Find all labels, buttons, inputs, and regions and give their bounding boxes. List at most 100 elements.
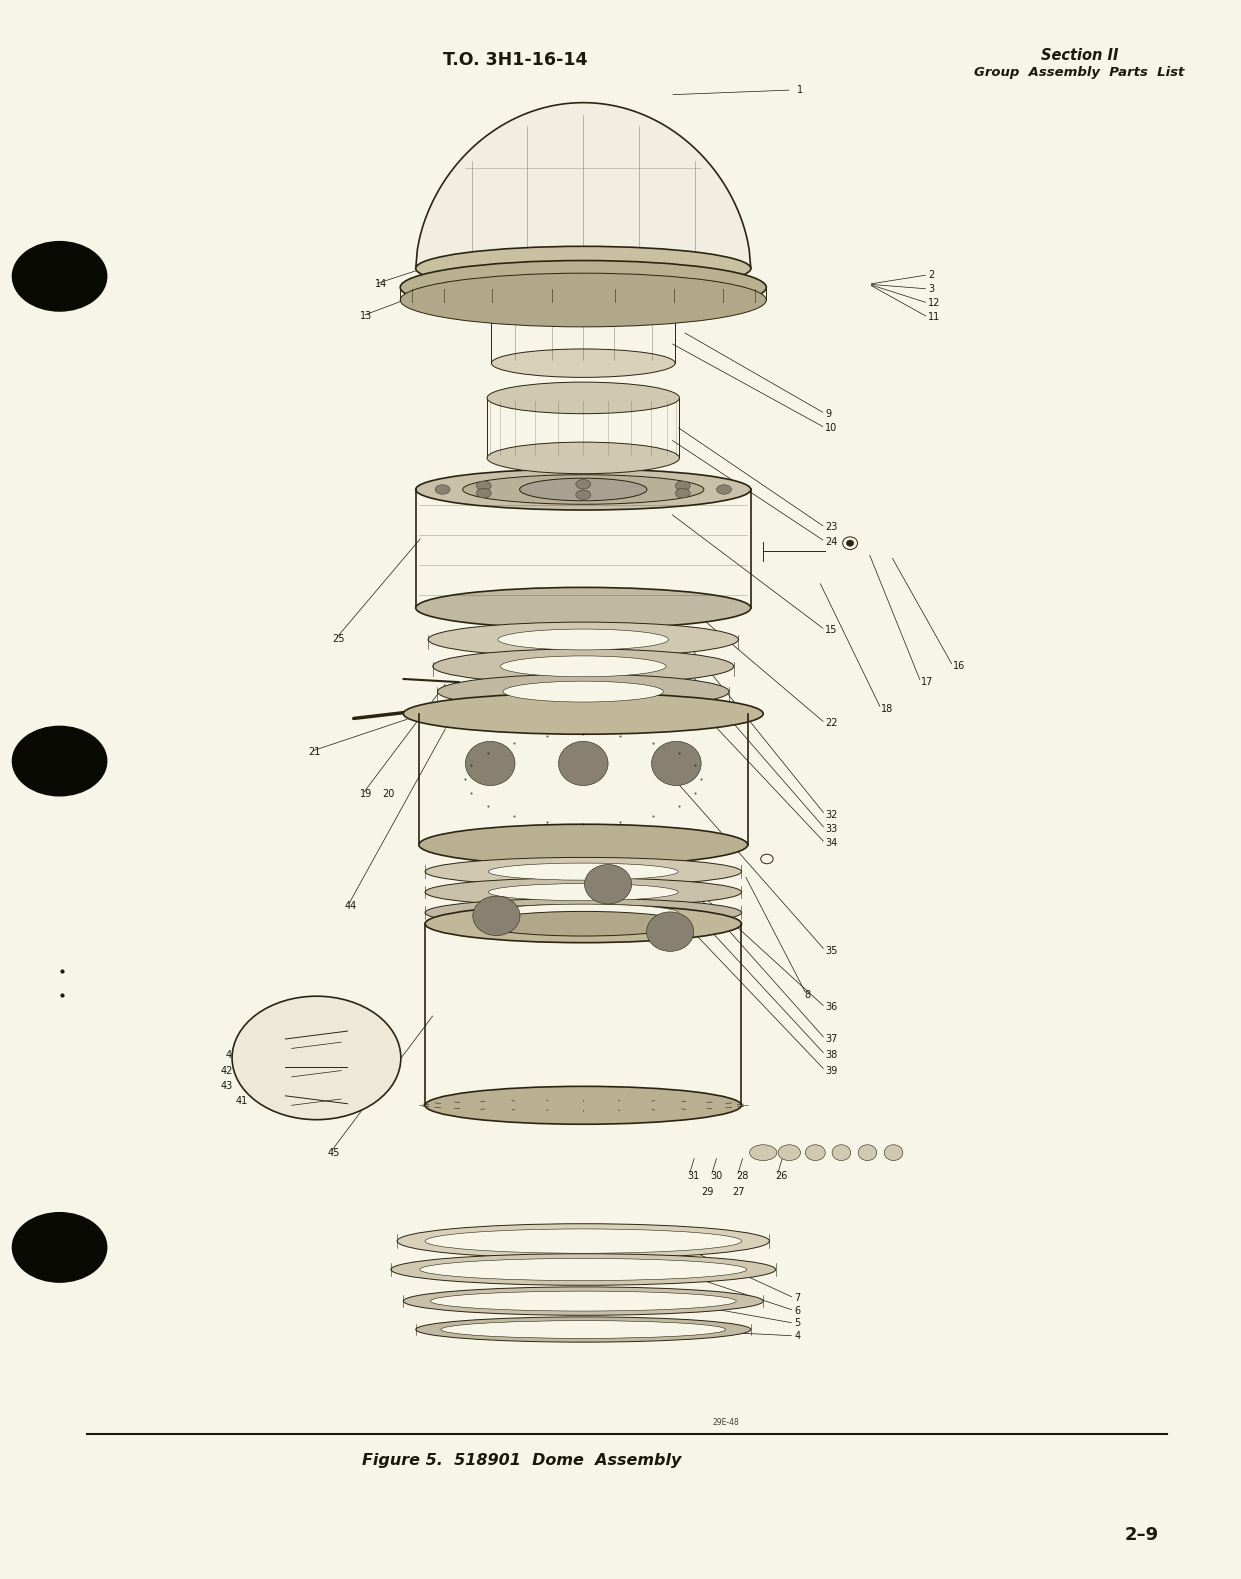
Text: 15: 15	[825, 625, 838, 635]
Text: 28: 28	[736, 1172, 748, 1181]
Text: 30: 30	[710, 1172, 722, 1181]
Ellipse shape	[585, 865, 632, 903]
Ellipse shape	[558, 741, 608, 785]
Ellipse shape	[480, 911, 686, 936]
Ellipse shape	[416, 469, 751, 510]
Ellipse shape	[488, 905, 678, 921]
Text: 39: 39	[825, 1066, 838, 1075]
Ellipse shape	[477, 488, 491, 497]
Text: 19: 19	[360, 790, 372, 799]
Text: 3: 3	[928, 284, 934, 294]
Text: 16: 16	[953, 662, 965, 671]
Ellipse shape	[400, 273, 766, 327]
Text: 12: 12	[928, 298, 941, 308]
Text: 33: 33	[825, 824, 838, 834]
Ellipse shape	[12, 726, 107, 796]
Text: 35: 35	[825, 946, 838, 955]
Text: 18: 18	[881, 704, 894, 714]
Ellipse shape	[477, 482, 491, 491]
Ellipse shape	[675, 482, 690, 491]
Ellipse shape	[12, 242, 107, 311]
Text: 40: 40	[226, 1050, 238, 1060]
Text: 14: 14	[375, 279, 387, 289]
Text: 17: 17	[921, 677, 933, 687]
Text: T.O. 3H1-16-14: T.O. 3H1-16-14	[443, 51, 587, 69]
Ellipse shape	[437, 674, 730, 709]
Text: 44: 44	[345, 902, 357, 911]
Ellipse shape	[750, 1145, 777, 1161]
Text: 37: 37	[825, 1034, 838, 1044]
Text: 6: 6	[794, 1306, 800, 1315]
Text: 5: 5	[794, 1318, 800, 1328]
Text: 2–9: 2–9	[1124, 1525, 1159, 1544]
Ellipse shape	[418, 824, 747, 865]
Text: 26: 26	[776, 1172, 788, 1181]
Ellipse shape	[647, 911, 694, 951]
Ellipse shape	[576, 480, 591, 489]
Text: 24: 24	[825, 537, 838, 546]
Ellipse shape	[858, 1145, 876, 1161]
Ellipse shape	[463, 475, 704, 504]
Ellipse shape	[486, 442, 680, 474]
Ellipse shape	[846, 540, 854, 546]
Ellipse shape	[503, 681, 664, 703]
Ellipse shape	[441, 1320, 726, 1339]
Text: 43: 43	[221, 1082, 233, 1091]
Ellipse shape	[433, 649, 733, 684]
Text: Figure 5.  518901  Dome  Assembly: Figure 5. 518901 Dome Assembly	[361, 1453, 681, 1468]
Ellipse shape	[424, 857, 741, 886]
Text: 13: 13	[360, 311, 372, 321]
Text: 11: 11	[928, 313, 941, 322]
Text: 4: 4	[794, 1331, 800, 1341]
Ellipse shape	[465, 741, 515, 785]
Text: 10: 10	[825, 423, 838, 433]
Text: 25: 25	[333, 635, 345, 644]
Ellipse shape	[532, 295, 634, 311]
Ellipse shape	[576, 489, 591, 499]
Text: 38: 38	[825, 1050, 838, 1060]
Ellipse shape	[419, 1258, 747, 1281]
Text: 32: 32	[825, 810, 838, 820]
Ellipse shape	[424, 905, 741, 943]
Ellipse shape	[436, 485, 450, 494]
Ellipse shape	[391, 1254, 776, 1285]
Ellipse shape	[431, 1292, 736, 1311]
Text: 36: 36	[825, 1003, 838, 1012]
Ellipse shape	[424, 1228, 741, 1254]
Ellipse shape	[831, 1145, 850, 1161]
Ellipse shape	[488, 864, 678, 880]
Text: 34: 34	[825, 838, 838, 848]
Text: 41: 41	[236, 1096, 248, 1105]
Ellipse shape	[416, 1317, 751, 1342]
Ellipse shape	[232, 996, 401, 1120]
Text: 7: 7	[794, 1293, 800, 1303]
Ellipse shape	[488, 884, 678, 900]
Text: 31: 31	[688, 1172, 700, 1181]
Text: 2: 2	[928, 270, 934, 279]
Ellipse shape	[473, 897, 520, 935]
Text: 8: 8	[804, 990, 810, 1000]
Ellipse shape	[428, 622, 738, 657]
Ellipse shape	[397, 1224, 769, 1258]
Ellipse shape	[491, 286, 675, 314]
Text: 20: 20	[382, 790, 395, 799]
Ellipse shape	[403, 693, 763, 734]
Text: 21: 21	[308, 747, 320, 756]
Ellipse shape	[843, 537, 858, 549]
Ellipse shape	[778, 1145, 800, 1161]
Text: 23: 23	[825, 523, 838, 532]
Ellipse shape	[761, 854, 773, 864]
Text: 22: 22	[825, 718, 838, 728]
Ellipse shape	[520, 478, 647, 501]
Ellipse shape	[424, 878, 741, 906]
Text: 29: 29	[701, 1187, 714, 1197]
Ellipse shape	[716, 485, 731, 494]
Text: Group  Assembly  Parts  List: Group Assembly Parts List	[974, 66, 1185, 79]
Ellipse shape	[805, 1145, 825, 1161]
Ellipse shape	[486, 382, 680, 414]
Ellipse shape	[12, 1213, 107, 1282]
Ellipse shape	[491, 349, 675, 377]
Ellipse shape	[675, 488, 690, 497]
Ellipse shape	[498, 628, 669, 651]
Ellipse shape	[652, 741, 701, 785]
